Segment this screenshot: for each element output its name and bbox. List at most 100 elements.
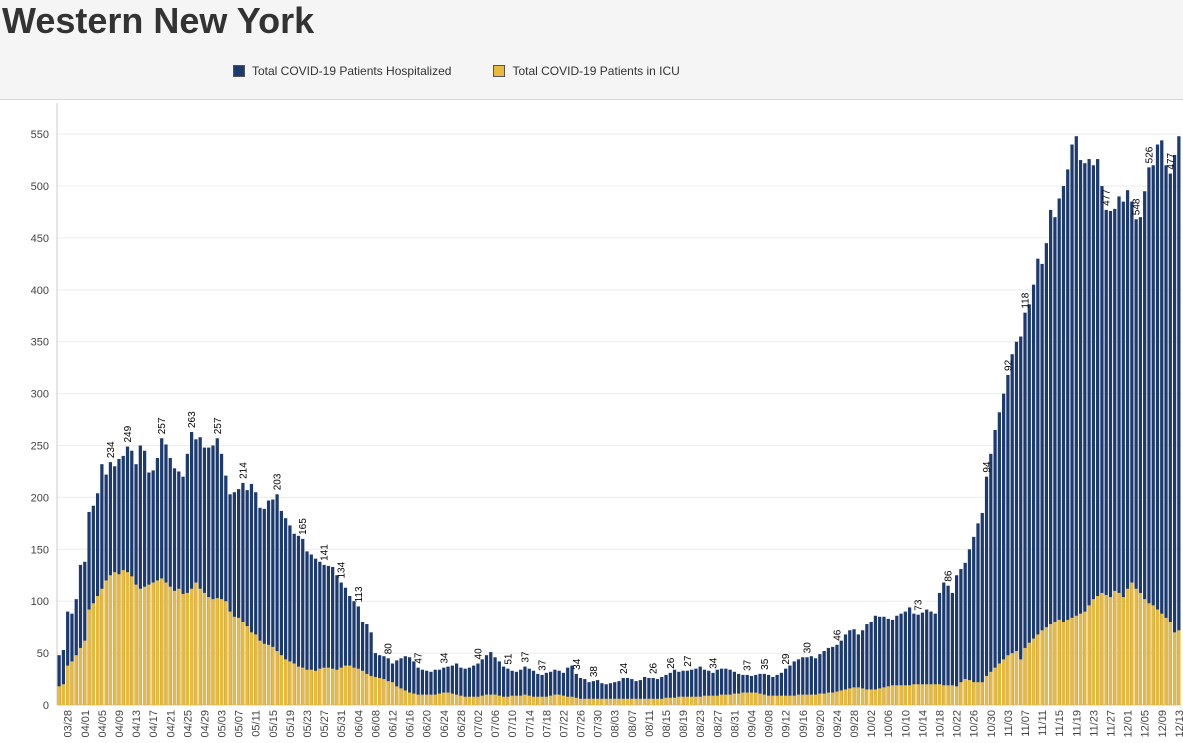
bar-icu [762,694,766,705]
bar-icu [625,698,630,705]
bar-icu [433,694,437,705]
data-label: 34 [572,658,583,670]
data-label: 27 [683,655,694,667]
bar-hospitalized [912,613,916,705]
y-tick-label: 200 [31,492,49,504]
bar-hospitalized [1104,209,1108,705]
bar-hospitalized [955,575,959,705]
bar-hospitalized [275,494,279,705]
bar-icu [241,621,245,705]
bar-icu [181,593,185,705]
bar-icu [955,686,959,705]
x-tick-label: 04/29 [199,710,211,738]
bar-hospitalized [66,611,70,705]
bar-hospitalized [950,592,954,705]
bar-icu [813,694,818,705]
data-label: 26 [666,657,677,669]
bar-icu [1061,621,1066,705]
bar-icu [147,584,151,705]
bar-hospitalized [249,483,254,705]
bar-icu [920,684,925,705]
data-label: 548 [1132,198,1143,215]
bar-hospitalized [1091,165,1096,705]
data-label: 134 [337,561,348,578]
bar-icu [117,574,121,705]
y-tick-label: 400 [31,285,49,297]
bar-hospitalized [933,613,937,705]
bar-hospitalized [407,657,412,705]
bar-icu [57,686,61,705]
bar-hospitalized [202,447,207,705]
x-tick-label: 10/26 [969,710,981,738]
bar-hospitalized [959,569,963,705]
bar-hospitalized [946,585,950,705]
bar-icu [1070,617,1074,705]
x-tick-label: 10/22 [952,710,964,738]
bar-icu [822,693,826,705]
legend-item-hospitalized[interactable]: Total COVID-19 Patients Hospitalized [233,64,451,78]
bar-icu [313,670,318,705]
bar-icu [907,685,912,705]
bar-hospitalized [1044,243,1049,705]
x-tick-label: 08/19 [678,710,690,738]
bar-icu [694,696,698,705]
legend-item-icu[interactable]: Total COVID-19 Patients in ICU [493,64,680,78]
bar-hospitalized [211,445,215,705]
bar-icu [501,696,506,705]
bar-hospitalized [1066,169,1070,705]
bar-icu [1100,592,1104,705]
bar-icu [134,584,138,705]
bar-hospitalized [963,562,967,705]
bar-hospitalized [771,676,775,705]
y-tick-label: 450 [31,233,49,245]
bar-icu [142,586,147,705]
bar-hospitalized [454,663,459,705]
bar-hospitalized [741,674,745,705]
bar-hospitalized [497,661,501,705]
bar-hospitalized [395,660,399,705]
bar-hospitalized [258,507,262,705]
bar-icu [561,695,566,705]
bar-hospitalized [997,412,1001,705]
data-label: 35 [760,658,771,670]
bar-hospitalized [425,670,429,705]
bar-icu [758,693,762,705]
bar-hospitalized [831,646,835,705]
bar-icu [527,695,531,705]
bar-icu [531,696,536,705]
bar-hospitalized [749,675,754,705]
bar-hospitalized [886,618,890,705]
x-tick-label: 07/22 [558,710,570,738]
bar-icu [766,695,771,705]
bar-hospitalized [292,533,296,705]
bar-icu [369,675,373,705]
bar-hospitalized [805,657,809,705]
bar-hospitalized [664,674,668,705]
bar-hospitalized [566,667,570,705]
bar-icu [523,694,527,705]
bar-hospitalized [1070,144,1074,706]
bar-hospitalized [232,492,236,705]
bar-icu [1036,634,1040,705]
bar-hospitalized [1108,210,1113,705]
bar-icu [899,685,903,705]
x-tick-label: 10/30 [986,710,998,738]
bar-icu [967,680,972,705]
bar-hospitalized [660,676,664,705]
data-label: 165 [298,518,309,535]
bar-icu [91,603,95,705]
bar-icu [630,698,634,705]
bar-icu [493,694,497,705]
bar-hospitalized [1168,173,1172,705]
data-label: 477 [1102,189,1113,206]
bar-icu [745,692,749,705]
bar-hospitalized [677,671,681,705]
bar-hospitalized [578,678,583,705]
bar-hospitalized [878,616,882,705]
bar-icu [1023,647,1027,705]
bar-hospitalized [1125,190,1130,705]
bar-icu [647,698,651,705]
bar-hospitalized [241,482,245,705]
bar-icu [1113,590,1117,705]
bar-hospitalized [219,453,224,705]
